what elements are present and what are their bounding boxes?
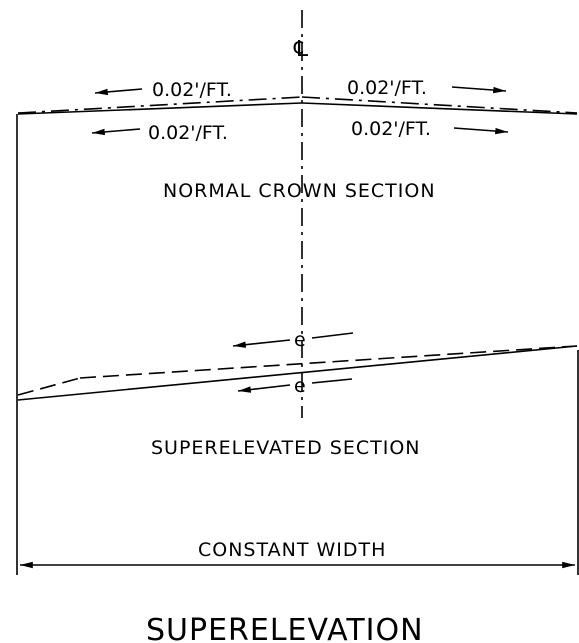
super-arrow-upper (232, 339, 291, 348)
slope-label-upper-right: 0.02'/FT. (347, 77, 427, 99)
crown-top-right-surface (301, 96, 578, 114)
normal-crown-title: NORMAL CROWN SECTION (163, 180, 436, 202)
crown-bottom-right-surface (301, 102, 578, 115)
super-arrow-upper-tail (311, 332, 354, 339)
crown-top-left-surface (17, 96, 303, 114)
slope-label-lower-right: 0.02'/FT. (351, 118, 431, 140)
slope-arrow-upper-right (451, 86, 507, 94)
super-arrow-lower (237, 384, 291, 393)
crown-bottom-left-surface (17, 102, 303, 115)
slope-label-upper-left: 0.02'/FT. (152, 79, 232, 101)
super-top-main-surface (79, 345, 578, 379)
main-title: SUPERELEVATION (146, 613, 424, 643)
super-slope-label-lower: e (294, 375, 306, 397)
super-arrow-lower-tail (311, 378, 353, 384)
super-bottom-surface (17, 345, 578, 401)
centerline-symbol: ℄ (293, 37, 309, 62)
superelevated-title: SUPERELEVATED SECTION (151, 437, 421, 459)
super-top-left-surface (17, 377, 81, 396)
slope-arrow-lower-right (453, 127, 509, 135)
slope-label-lower-left: 0.02'/FT. (148, 122, 228, 144)
super-slope-label-upper: e (294, 329, 306, 351)
width-label: CONSTANT WIDTH (198, 539, 386, 561)
slope-arrow-lower-left (91, 128, 141, 136)
slope-arrow-upper-left (94, 88, 143, 96)
